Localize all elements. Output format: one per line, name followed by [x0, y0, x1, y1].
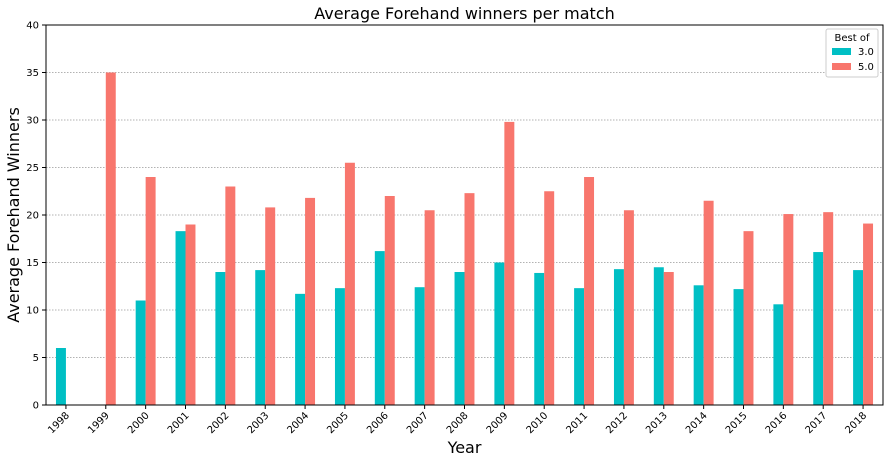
- bar-2013-3.0: [653, 267, 664, 405]
- bar-2005-5.0: [344, 162, 355, 405]
- bar-2007-5.0: [424, 210, 435, 405]
- bar-2010-3.0: [534, 272, 545, 405]
- y-tick-label: 30: [26, 116, 39, 127]
- legend: Best of 3.0 5.0: [825, 28, 879, 78]
- chart-title: Average Forehand winners per match: [314, 4, 615, 23]
- bar-2007-3.0: [414, 287, 425, 405]
- x-tick-label: 1999: [86, 410, 112, 436]
- x-tick-label: 2015: [724, 410, 750, 436]
- x-tick-label: 1998: [46, 410, 72, 436]
- bar-2018-5.0: [863, 223, 874, 405]
- x-tick-label: 2003: [246, 410, 272, 436]
- bar-2005-3.0: [334, 288, 345, 405]
- y-axis-label: Average Forehand Winners: [4, 107, 23, 323]
- x-axis-ticks: 1998 1999 2000 2001 2002 2003 2004 2005 2006 2007…: [46, 405, 869, 436]
- bar-2003-3.0: [255, 270, 266, 405]
- legend-title: Best of: [835, 33, 870, 44]
- x-tick-label: 2017: [804, 410, 830, 436]
- y-tick-label: 10: [26, 306, 39, 317]
- x-tick-label: 2008: [445, 410, 471, 436]
- bar-2011-3.0: [574, 288, 585, 405]
- bar-2009-3.0: [494, 262, 505, 405]
- y-tick-label: 25: [26, 163, 39, 174]
- x-tick-label: 2006: [365, 410, 391, 436]
- y-tick-label: 40: [26, 21, 39, 32]
- bar-2012-5.0: [623, 210, 634, 405]
- bar-2001-3.0: [175, 231, 186, 405]
- legend-swatch: [832, 48, 851, 55]
- bar-2018-3.0: [853, 270, 864, 405]
- legend-swatch: [832, 63, 851, 70]
- x-tick-label: 2001: [166, 410, 192, 436]
- bar-2010-5.0: [544, 191, 555, 405]
- bar-2001-5.0: [185, 224, 196, 405]
- y-tick-label: 0: [33, 401, 39, 412]
- bar-2003-5.0: [265, 207, 276, 405]
- bar-2006-5.0: [384, 196, 395, 405]
- bar-2006-3.0: [374, 251, 385, 405]
- bars: [55, 72, 874, 406]
- bar-2017-3.0: [813, 252, 824, 405]
- bar-2004-3.0: [295, 293, 306, 405]
- bar-2009-5.0: [504, 121, 515, 406]
- bar-2012-3.0: [613, 269, 624, 405]
- x-tick-label: 2016: [764, 410, 790, 436]
- x-tick-label: 2005: [325, 410, 351, 436]
- bar-2014-5.0: [703, 200, 714, 405]
- bar-2015-5.0: [743, 231, 754, 405]
- bar-2016-3.0: [773, 304, 784, 405]
- legend-label: 5.0: [858, 62, 874, 73]
- bar-2016-5.0: [783, 214, 794, 405]
- x-tick-label: 2010: [525, 410, 551, 436]
- bar-2000-5.0: [145, 177, 156, 405]
- x-tick-label: 2004: [285, 410, 311, 436]
- bar-2008-3.0: [454, 272, 465, 405]
- bar-2017-5.0: [823, 212, 834, 405]
- bar-2008-5.0: [464, 193, 475, 405]
- y-tick-label: 5: [33, 353, 39, 364]
- y-tick-label: 35: [26, 68, 39, 79]
- x-tick-label: 2002: [206, 410, 232, 436]
- bar-1998-3.0: [55, 348, 66, 405]
- x-tick-label: 2012: [604, 410, 630, 436]
- x-tick-label: 2011: [564, 410, 590, 436]
- y-tick-label: 20: [26, 211, 39, 222]
- x-tick-label: 2000: [126, 410, 152, 436]
- bar-1999-5.0: [105, 72, 116, 405]
- bar-2002-5.0: [225, 186, 236, 405]
- x-tick-label: 2013: [644, 410, 670, 436]
- x-tick-label: 2009: [485, 410, 511, 436]
- bar-2014-3.0: [693, 285, 704, 405]
- bar-2011-5.0: [584, 177, 595, 405]
- bar-2015-3.0: [733, 289, 744, 405]
- bar-2002-3.0: [215, 272, 226, 405]
- x-tick-label: 2014: [684, 410, 710, 436]
- x-tick-label: 2007: [405, 410, 431, 436]
- legend-label: 3.0: [858, 47, 874, 58]
- y-axis-ticks: 0 5 10 15 20 25 30 35 40: [26, 21, 46, 412]
- y-tick-label: 15: [26, 258, 39, 269]
- x-axis-label: Year: [447, 438, 482, 457]
- x-tick-label: 2018: [843, 410, 869, 436]
- bar-2004-5.0: [305, 197, 316, 405]
- bar-2000-3.0: [135, 300, 146, 405]
- bar-2013-5.0: [663, 272, 674, 405]
